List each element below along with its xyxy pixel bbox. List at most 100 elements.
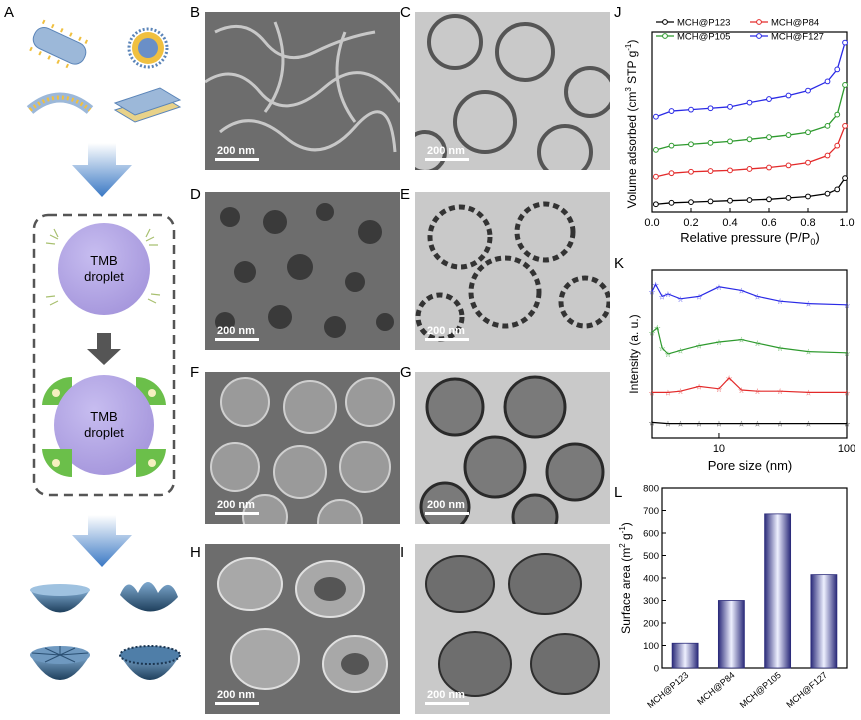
droplet-label-line1: TMB: [90, 253, 117, 268]
data-point: ☆: [776, 297, 783, 306]
data-point: [824, 190, 831, 197]
surface-area-chart: MCH@P123 MCH@P84 MCH@P105 MCH@F127 0 100 200 3…: [618, 484, 848, 710]
x-tick-label: 10: [713, 443, 725, 455]
plot-frame: [651, 269, 848, 439]
data-point: [727, 138, 733, 145]
data-point: [834, 142, 841, 149]
data-point: [842, 82, 848, 88]
category-label: MCH@F127: [784, 670, 829, 710]
bar: [671, 642, 699, 669]
legend-label: MCH@P84: [771, 18, 819, 29]
scale-bar: [215, 158, 259, 161]
data-point: [766, 164, 772, 171]
data-point: ☆: [696, 342, 703, 351]
data-point: ☆: [677, 387, 684, 396]
bar: [764, 513, 792, 669]
data-point: ☆: [664, 420, 671, 429]
data-point: [668, 199, 675, 206]
scale-bar-label: 200 nm: [427, 689, 465, 701]
data-point: ☆: [843, 420, 850, 429]
panel-label-f: F: [190, 364, 200, 381]
data-point: ☆: [654, 324, 661, 333]
scale-bar: [215, 702, 259, 705]
droplet2-label-line2: droplet: [84, 425, 124, 440]
data-point: [727, 197, 733, 204]
data-point: [746, 166, 753, 172]
data-point: [766, 196, 772, 203]
droplet-label-line2: droplet: [84, 269, 124, 284]
droplet2-label-line1: TMB: [90, 409, 117, 424]
data-point: [707, 198, 714, 205]
data-point: ☆: [754, 292, 761, 301]
tem-image-i: 200 nm: [415, 544, 610, 714]
panel-label-e: E: [400, 186, 411, 203]
x-tick-label: 0.0: [644, 217, 659, 229]
sem-image-f: 200 nm: [205, 372, 400, 524]
data-point: [746, 136, 753, 143]
isotherm-chart: 0.0 0.2 0.4 0.6 0.8 1.0 MCH@P123 MCH@P84 MCH@P1…: [624, 18, 855, 248]
data-point: [785, 132, 792, 138]
data-point: [653, 173, 659, 180]
y-tick-label: 800: [643, 484, 659, 495]
wrinkled-bowl-icon: [120, 582, 178, 612]
y-tick-label: 600: [643, 529, 659, 540]
x-axis-title: Pore size (nm): [708, 458, 793, 473]
legend-marker: [756, 19, 762, 25]
data-point: [824, 152, 831, 159]
data-point: ☆: [805, 300, 812, 309]
data-point: ☆: [648, 328, 655, 337]
y-tick-label: 400: [643, 574, 659, 585]
scale-bar: [215, 338, 259, 341]
data-point: [785, 194, 792, 201]
scale-bar: [425, 702, 469, 705]
category-label: MCH@P123: [645, 670, 690, 710]
data-point: [842, 122, 848, 129]
data-point: [766, 96, 772, 102]
data-point: ☆: [754, 387, 761, 396]
x-tick-label: 0.2: [683, 217, 698, 229]
x-tick-label: 0.8: [800, 217, 815, 229]
data-point: [653, 113, 659, 120]
data-point: ☆: [738, 336, 745, 345]
data-point: [805, 129, 811, 136]
legend-label: MCH@F127: [771, 32, 824, 43]
y-axis-title: Surface area (m2 g-1): [618, 522, 633, 634]
bar: [810, 574, 838, 669]
flat-bilayer-icon: [113, 87, 182, 123]
data-point: [834, 66, 841, 73]
legend-label: MCH@P105: [677, 32, 730, 43]
panel-label-j: J: [614, 4, 622, 21]
data-point: ☆: [738, 386, 745, 395]
tmb-droplet-bottom: TMB droplet: [42, 375, 166, 478]
data-point: [668, 170, 675, 177]
y-tick-label: 100: [643, 641, 659, 652]
scale-bar: [425, 338, 469, 341]
data-point: [834, 111, 841, 118]
data-point: [688, 199, 694, 206]
data-point: ☆: [677, 420, 684, 429]
data-point: ☆: [648, 388, 655, 397]
data-point: [766, 134, 772, 141]
scale-bar: [215, 512, 259, 515]
data-point: ☆: [776, 387, 783, 396]
sem-image-d: 200 nm: [205, 192, 400, 350]
data-point: [688, 106, 694, 113]
sem-image-b: 200 nm: [205, 12, 400, 170]
scale-bar-label: 200 nm: [427, 145, 465, 157]
data-point: ☆: [652, 280, 659, 289]
data-point: ☆: [843, 301, 850, 310]
bar: [717, 600, 745, 669]
data-point: ☆: [738, 286, 745, 295]
data-point: [824, 122, 831, 129]
data-point: ☆: [715, 420, 722, 429]
plot-frame: [651, 31, 848, 213]
data-point: ☆: [664, 290, 671, 299]
data-point: ☆: [677, 295, 684, 304]
y-axis-title: Intensity (a. u.): [627, 314, 641, 393]
data-point: ☆: [664, 388, 671, 397]
series-line: [651, 283, 848, 306]
data-point: [785, 92, 792, 99]
x-tick-label: 1.0: [839, 217, 854, 229]
data-point: [727, 103, 733, 110]
data-point: ☆: [805, 388, 812, 397]
